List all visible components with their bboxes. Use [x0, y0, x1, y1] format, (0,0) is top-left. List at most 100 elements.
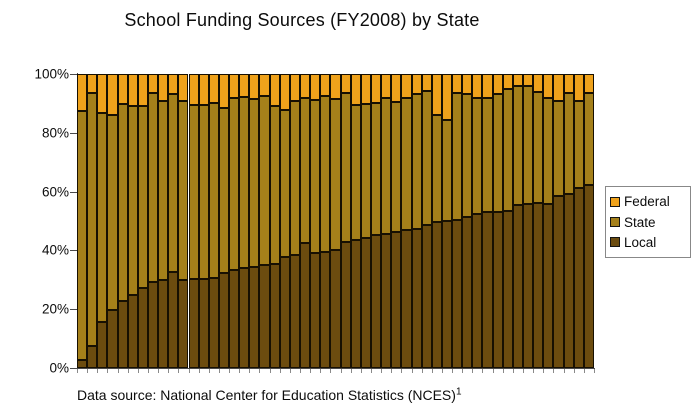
y-tick-mark [70, 250, 77, 252]
bar-segment-federal [188, 74, 199, 105]
stacked-bar [401, 74, 412, 368]
bar-segment-federal [300, 74, 311, 98]
stacked-bar [502, 74, 513, 368]
bar-segment-state [218, 107, 230, 274]
chart-title: School Funding Sources (FY2008) by State [124, 10, 480, 30]
bar-segment-local [533, 203, 544, 368]
y-tick-label: 0% [49, 360, 69, 376]
bar-segment-federal [320, 74, 331, 97]
bar-segment-federal [97, 74, 108, 113]
x-tick-mark [563, 369, 565, 373]
bar-segment-federal [563, 74, 574, 93]
stacked-bar [208, 74, 219, 368]
stacked-bar [370, 74, 382, 368]
bar-segment-local [279, 256, 290, 368]
stacked-bar [188, 74, 199, 368]
legend: Federal State Local [605, 186, 691, 258]
bar-segment-local [77, 360, 88, 368]
bar-segment-state [208, 102, 219, 279]
bar-segment-local [360, 238, 371, 368]
x-tick-mark [553, 369, 555, 373]
bar-segment-state [502, 89, 513, 211]
x-tick-mark [127, 369, 129, 373]
bar-segment-federal [462, 74, 473, 94]
x-tick-mark [543, 369, 545, 373]
stacked-bar [391, 74, 402, 368]
x-tick-mark [381, 369, 383, 373]
stacked-bar [127, 74, 138, 368]
stacked-bar [249, 74, 260, 368]
x-tick-mark [340, 369, 342, 373]
x-tick-mark [137, 369, 139, 373]
stacked-bar [441, 74, 453, 368]
bar-segment-federal [289, 74, 300, 102]
stacked-bar [340, 74, 351, 368]
bar-segment-federal [117, 74, 128, 104]
bar-segment-state [472, 97, 483, 214]
bar-segment-federal [411, 74, 422, 95]
bar-segment-local [137, 288, 148, 368]
bar-segment-local [300, 243, 311, 368]
stacked-bar [218, 74, 230, 368]
bar-segment-state [350, 104, 361, 240]
bar-segment-state [330, 99, 341, 251]
y-tick-label: 80% [41, 125, 69, 141]
stacked-bar [269, 74, 280, 368]
x-tick-mark [401, 369, 403, 373]
bar-segment-state [320, 96, 331, 252]
x-tick-mark [229, 369, 231, 373]
stacked-bar [310, 74, 321, 368]
stacked-bar [583, 74, 594, 368]
stacked-bar [198, 74, 209, 368]
bar-segment-federal [391, 74, 402, 102]
bar-segment-state [492, 93, 503, 212]
bar-segment-local [97, 321, 108, 368]
legend-item-local: Local [610, 235, 686, 250]
bar-segment-federal [401, 74, 412, 98]
bar-segment-federal [421, 74, 432, 92]
bar-segment-state [178, 101, 189, 281]
stacked-bar [279, 74, 290, 368]
bar-segment-local [482, 212, 493, 368]
bar-segment-state [158, 101, 169, 281]
bar-segment-state [188, 104, 199, 279]
bar-segment-federal [431, 74, 442, 115]
bar-segment-state [77, 110, 88, 361]
stacked-bar [472, 74, 483, 368]
x-tick-mark [178, 369, 180, 373]
bar-segment-state [411, 94, 422, 229]
bar-segment-local [310, 253, 321, 368]
bar-segment-local [502, 210, 513, 368]
x-tick-mark [360, 369, 362, 373]
bar-segment-state [107, 114, 118, 311]
stacked-bar [289, 74, 300, 368]
bar-segment-state [583, 92, 594, 186]
bar-segment-federal [158, 74, 169, 102]
x-tick-mark [87, 369, 89, 373]
bar-segment-state [289, 101, 300, 256]
bar-segment-state [279, 110, 290, 257]
bar-segment-local [492, 211, 503, 368]
legend-swatch-federal [610, 196, 620, 207]
x-tick-mark [168, 369, 170, 373]
bar-segment-local [583, 185, 594, 368]
bar-segment-local [553, 196, 564, 368]
x-tick-mark [573, 369, 575, 373]
stacked-bar [168, 74, 179, 368]
x-tick-mark [441, 369, 443, 373]
stacked-bar [462, 74, 473, 368]
x-tick-mark [97, 369, 99, 373]
bar-segment-federal [543, 74, 554, 98]
bar-segment-state [563, 92, 574, 194]
bar-segment-state [401, 97, 412, 230]
x-tick-mark [218, 369, 220, 373]
bar-segment-local [441, 220, 453, 368]
bar-segment-state [523, 85, 534, 205]
source-caption-text: Data source: National Center for Educati… [77, 387, 456, 403]
bar-segment-federal [239, 74, 250, 98]
bar-segment-federal [249, 74, 260, 100]
y-tick-mark [70, 309, 77, 311]
bar-segment-local [158, 280, 169, 368]
bar-segment-local [218, 273, 230, 368]
bar-segment-state [340, 92, 351, 242]
